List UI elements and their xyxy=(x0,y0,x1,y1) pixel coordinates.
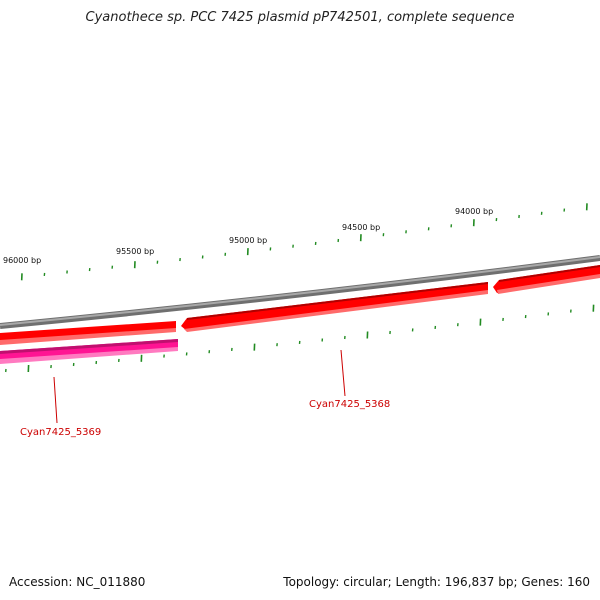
gene-label-cyan7425-5369[interactable]: Cyan7425_5369 xyxy=(20,427,101,438)
scale-label-96000: 96000 bp xyxy=(3,256,41,265)
scale-label-95500: 95500 bp xyxy=(116,247,154,256)
gene-arrow-cyan7425-5368[interactable] xyxy=(181,282,488,332)
gene-label-cyan7425-5368[interactable]: Cyan7425_5368 xyxy=(309,399,390,410)
gene-arrow-left-red[interactable] xyxy=(0,321,176,345)
scale-label-95000: 95000 bp xyxy=(229,236,267,245)
gene-arrow-cyan7425-5369[interactable] xyxy=(0,339,178,364)
gene-arrow-right-red[interactable] xyxy=(493,265,600,294)
accession-text: Accession: NC_011880 xyxy=(9,575,146,589)
inner-tick-ring xyxy=(5,304,595,373)
topology-summary: Topology: circular; Length: 196,837 bp; … xyxy=(283,575,590,589)
scale-label-94500: 94500 bp xyxy=(342,223,380,232)
leader-line-5369 xyxy=(53,376,58,424)
scale-label-94000: 94000 bp xyxy=(455,207,493,216)
leader-line-5368 xyxy=(340,349,346,397)
outer-tick-ring xyxy=(20,203,588,281)
map-title: Cyanothece sp. PCC 7425 plasmid pP742501… xyxy=(85,10,515,25)
